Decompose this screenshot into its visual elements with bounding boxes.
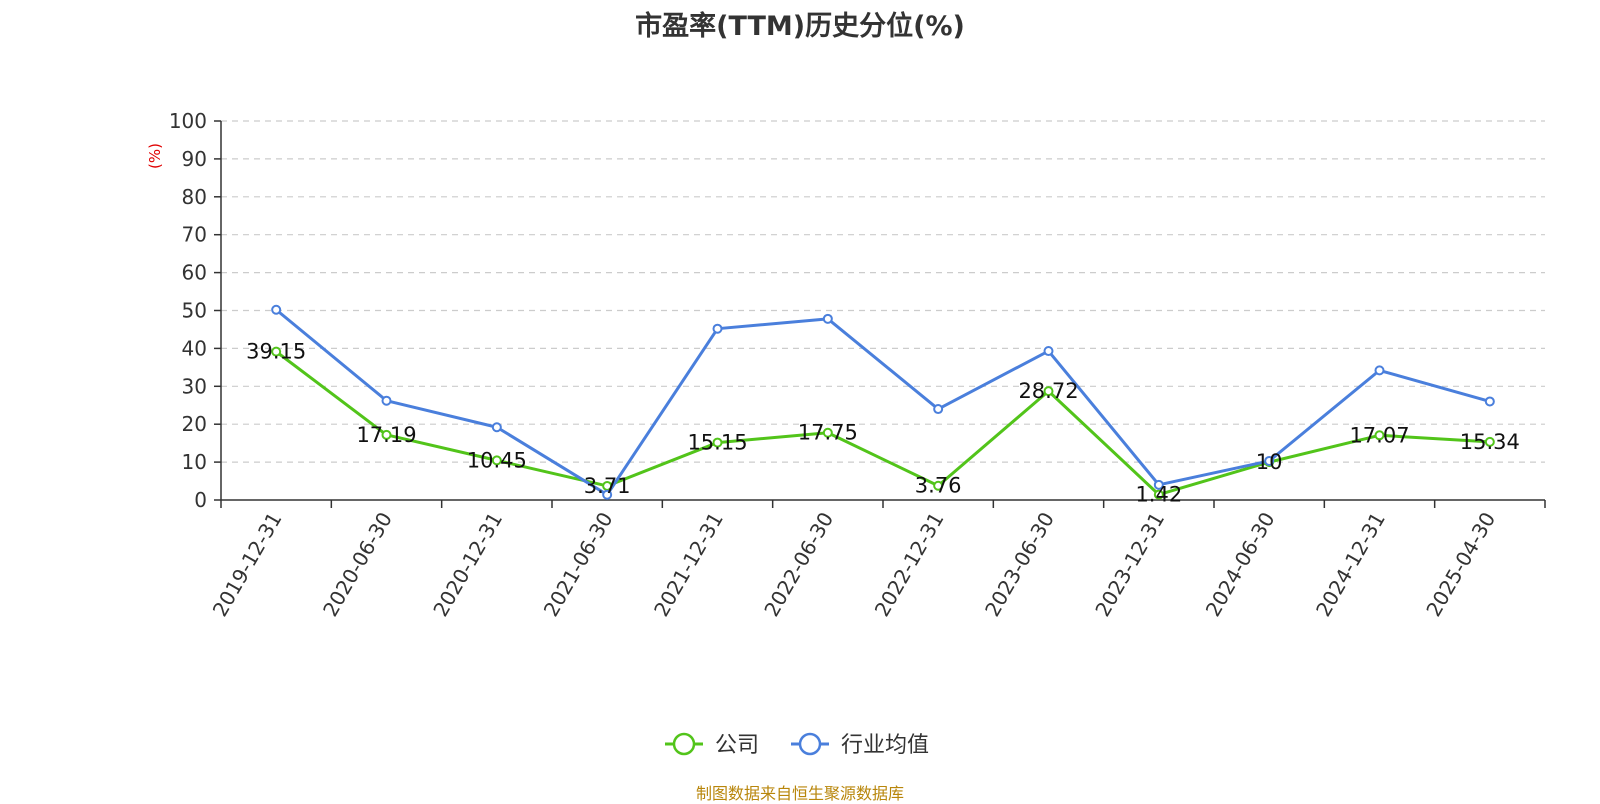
- y-tick-label: 90: [182, 147, 207, 171]
- x-tick-label: 2020-06-30: [318, 508, 397, 621]
- y-tick-label: 10: [182, 450, 207, 474]
- gridlines: [221, 120, 1545, 463]
- data-label: 39.15: [246, 340, 306, 364]
- data-point: [1374, 430, 1385, 441]
- legend-item: 行业均值: [791, 732, 929, 758]
- data-point: [602, 489, 613, 500]
- data-point: [1484, 436, 1495, 447]
- x-tick-label: 2020-12-31: [428, 508, 507, 621]
- legend-label: 行业均值: [841, 733, 929, 758]
- x-tick-label: 2021-12-31: [649, 508, 728, 621]
- data-point: [1153, 479, 1164, 490]
- data-label: 3.76: [915, 474, 962, 498]
- data-label: 17.07: [1349, 423, 1409, 447]
- data-point: [381, 395, 392, 406]
- legend-item: 公司: [665, 732, 759, 758]
- series-line: [275, 350, 1490, 497]
- data-point: [1484, 396, 1495, 407]
- data-point: [822, 427, 833, 438]
- axes: 0 10 20 30 40 50 60 70 80 90 100 2019-12-31 2020-06-…: [169, 109, 1546, 621]
- data-point: [822, 313, 833, 324]
- data-point: [712, 323, 723, 334]
- data-point: [491, 455, 502, 466]
- y-tick-label: 0: [194, 488, 207, 512]
- data-point: [1043, 386, 1054, 397]
- data-label: 1.42: [1135, 483, 1182, 507]
- data-point: [491, 422, 502, 433]
- legend-label: 公司: [715, 733, 759, 758]
- x-tick-label: 2024-06-30: [1201, 508, 1280, 621]
- legend-marker: [798, 732, 822, 756]
- data-point: [1374, 365, 1385, 376]
- x-tick-label: 2024-12-31: [1311, 508, 1390, 621]
- y-tick-label: 30: [182, 374, 207, 398]
- data-point: [1043, 346, 1054, 357]
- y-tick-label: 80: [182, 185, 207, 209]
- data-point: [271, 346, 282, 357]
- data-label: 15.34: [1460, 430, 1520, 454]
- y-tick-label: 20: [182, 412, 207, 436]
- data-label: 28.72: [1018, 379, 1078, 403]
- data-label: 17.75: [798, 421, 858, 445]
- y-axis-label: (%): [146, 143, 164, 169]
- data-labels: 39.15 17.19 10.45 3.71 15.15 17.75 3.76 28.72 1.…: [246, 340, 1520, 507]
- data-label: 15.15: [687, 431, 747, 455]
- chart-title: 市盈率(TTM)历史分位(%): [635, 11, 965, 42]
- data-label: 3.71: [584, 474, 631, 498]
- data-point: [1264, 455, 1275, 466]
- series: [271, 304, 1495, 500]
- data-label: 10.45: [467, 448, 527, 472]
- data-source-note: 制图数据来自恒生聚源数据库: [695, 784, 904, 803]
- y-tick-label: 40: [182, 336, 207, 360]
- x-tick-label: 2022-06-30: [759, 508, 838, 621]
- x-tick-label: 2023-12-31: [1090, 508, 1169, 621]
- x-tick-label: 2022-12-31: [870, 508, 949, 621]
- data-label: 10: [1256, 450, 1283, 474]
- y-tick-label: 100: [169, 109, 207, 133]
- data-label: 17.19: [356, 423, 416, 447]
- x-tick-label: 2023-06-30: [980, 508, 1059, 621]
- y-tick-label: 50: [182, 299, 207, 323]
- y-tick-label: 70: [182, 223, 207, 247]
- data-point: [712, 437, 723, 448]
- data-point: [1153, 489, 1164, 500]
- x-tick-label: 2025-04-30: [1421, 508, 1500, 621]
- data-point: [933, 404, 944, 415]
- data-point: [381, 429, 392, 440]
- legend-marker: [672, 732, 696, 756]
- series-line: [275, 308, 1491, 497]
- data-point: [271, 304, 282, 315]
- y-tick-label: 60: [182, 261, 207, 285]
- x-tick-label: 2019-12-31: [208, 508, 287, 621]
- data-point: [933, 480, 944, 491]
- legend: 公司 行业均值: [665, 732, 929, 758]
- x-tick-label: 2021-06-30: [539, 508, 618, 621]
